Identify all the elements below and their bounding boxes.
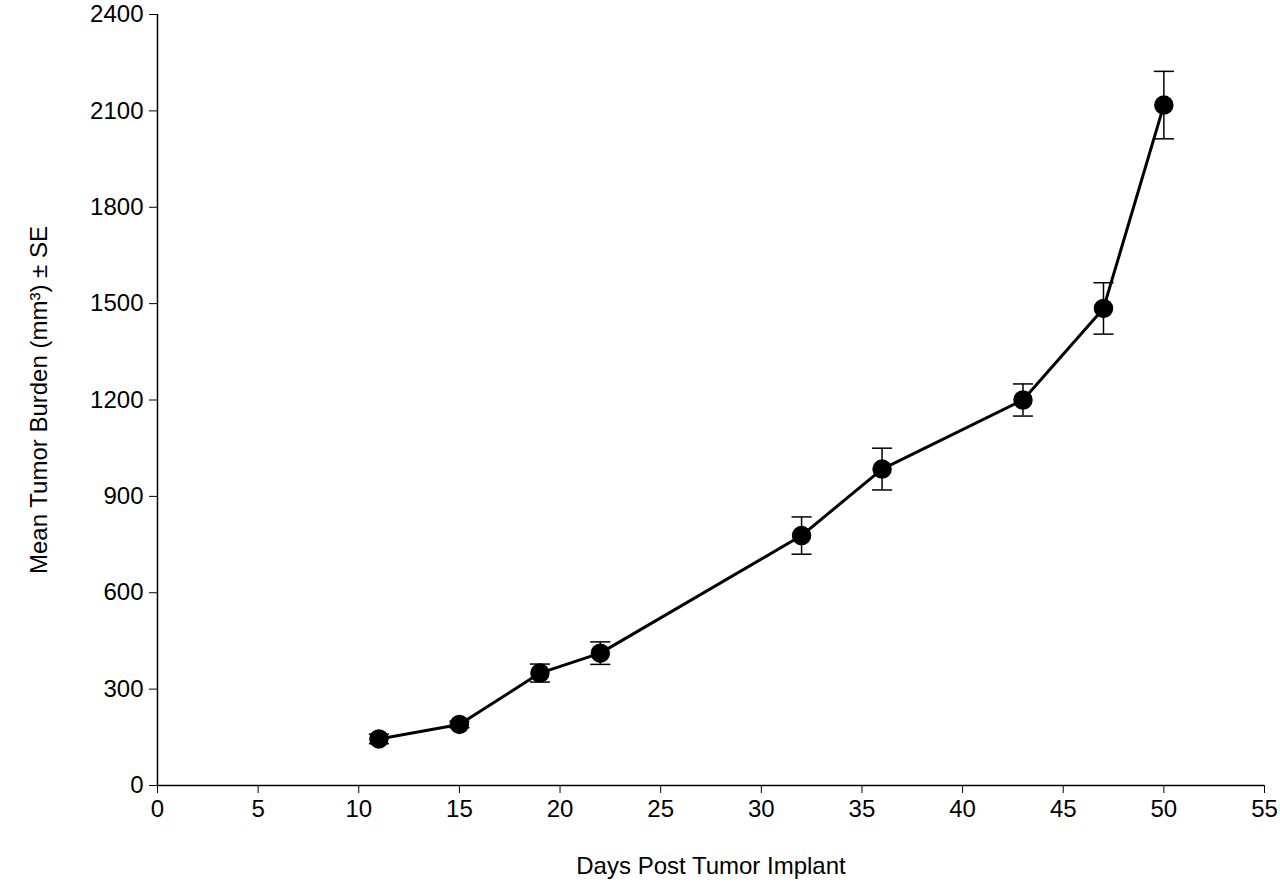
svg-text:300: 300 xyxy=(103,675,143,702)
svg-text:600: 600 xyxy=(103,578,143,605)
svg-text:0: 0 xyxy=(130,771,143,798)
svg-text:2400: 2400 xyxy=(90,0,143,27)
svg-text:30: 30 xyxy=(748,795,775,822)
svg-text:Mean Tumor Burden (mm³) ± SE: Mean Tumor Burden (mm³) ± SE xyxy=(25,226,52,574)
svg-text:40: 40 xyxy=(949,795,976,822)
svg-text:25: 25 xyxy=(647,795,674,822)
svg-text:Days Post Tumor Implant: Days Post Tumor Implant xyxy=(576,852,846,879)
svg-text:50: 50 xyxy=(1151,795,1178,822)
svg-text:55: 55 xyxy=(1251,795,1278,822)
svg-text:35: 35 xyxy=(849,795,876,822)
svg-text:1200: 1200 xyxy=(90,386,143,413)
svg-text:45: 45 xyxy=(1050,795,1077,822)
svg-text:1800: 1800 xyxy=(90,193,143,220)
svg-text:10: 10 xyxy=(345,795,372,822)
svg-text:15: 15 xyxy=(446,795,473,822)
svg-text:0: 0 xyxy=(151,795,164,822)
svg-text:1500: 1500 xyxy=(90,289,143,316)
svg-text:2100: 2100 xyxy=(90,97,143,124)
svg-text:5: 5 xyxy=(251,795,264,822)
svg-text:20: 20 xyxy=(547,795,574,822)
svg-text:900: 900 xyxy=(103,482,143,509)
